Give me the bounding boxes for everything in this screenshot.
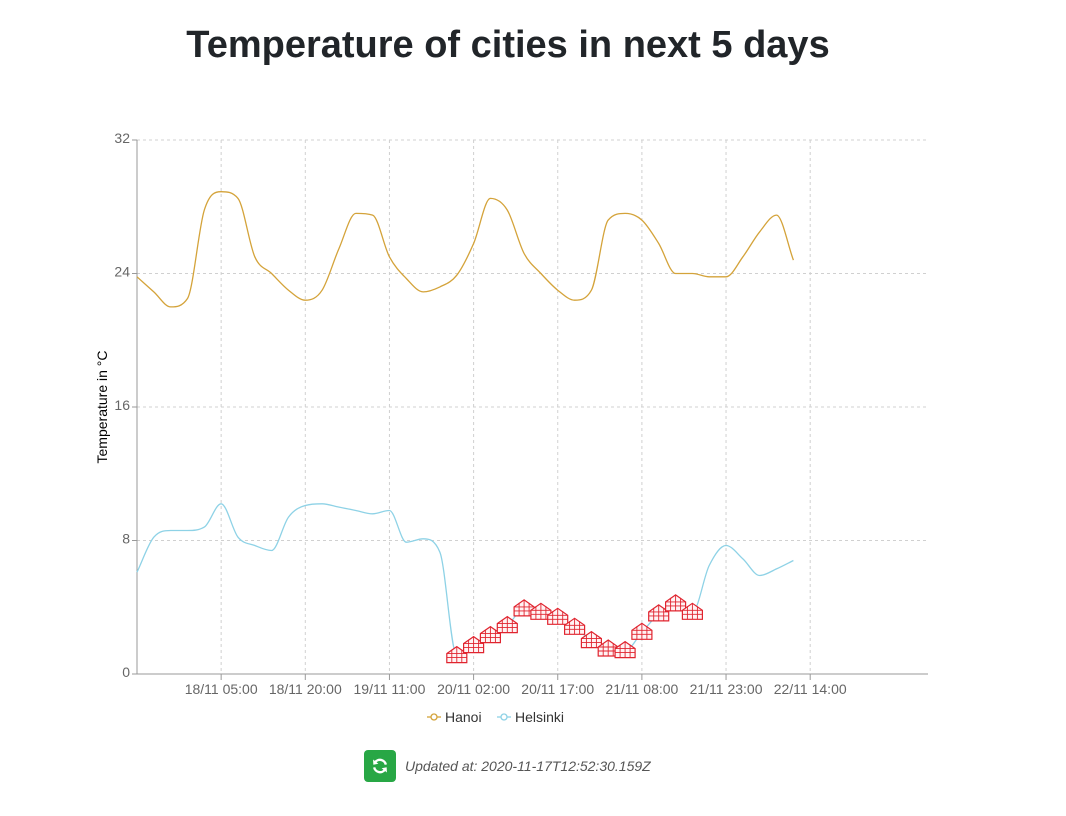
snow-marker-pattern: [564, 618, 585, 635]
refresh-button[interactable]: [364, 750, 396, 782]
x-tick-label: 20/11 02:00: [437, 681, 510, 697]
snow-marker-pattern: [514, 599, 535, 616]
snow-marker-pattern: [446, 646, 467, 663]
legend-marker: [500, 713, 508, 721]
snow-marker-pattern: [530, 603, 551, 620]
snowflake-icon: [446, 645, 468, 664]
snow-marker-pattern: [547, 608, 568, 625]
y-tick-label: 32: [114, 130, 130, 146]
chart-axes: 0 8 16 24 32 18/11 05:00 18/11 20:00 19/11 11:0…: [114, 130, 928, 697]
series-line-hanoi: [136, 191, 795, 308]
y-tick-label: 8: [122, 531, 130, 547]
grid-lines: [136, 139, 928, 675]
x-tick-label: 18/11 20:00: [269, 681, 342, 697]
series-line-helsinki: [136, 503, 794, 657]
page-title: Temperature of cities in next 5 days: [186, 24, 830, 66]
snowflake-icon: [614, 640, 636, 659]
snow-marker-pattern: [581, 631, 602, 648]
snow-marker-pattern: [682, 603, 703, 620]
snow-marker-pattern: [480, 626, 501, 643]
snowflake-icon: [664, 594, 687, 612]
snowflake-icon: [496, 615, 518, 634]
snow-marker-pattern: [463, 636, 484, 653]
snowflake-icon: [547, 607, 569, 625]
legend-item-helsinki[interactable]: Helsinki: [497, 709, 564, 725]
temperature-line-chart: 0 8 16 24 32 18/11 05:00 18/11 20:00 19/11 11:0…: [94, 130, 928, 725]
snowflake-icon: [463, 635, 485, 654]
updated-timestamp: Updated at: 2020-11-17T12:52:30.159Z: [405, 758, 651, 774]
y-axis-title: Temperature in °C: [94, 351, 110, 464]
x-tick-label: 21/11 08:00: [605, 681, 678, 697]
y-tick-label: 24: [114, 264, 130, 280]
x-tick-label: 21/11 23:00: [690, 681, 763, 697]
snow-marker-pattern: [598, 640, 619, 656]
legend-label: Hanoi: [445, 709, 482, 725]
update-footer: Updated at: 2020-11-17T12:52:30.159Z: [364, 750, 651, 782]
legend-item-hanoi[interactable]: Hanoi: [427, 709, 482, 725]
snow-marker-pattern: [648, 604, 669, 621]
snowflake-icon: [563, 617, 586, 635]
snow-marker-pattern: [665, 594, 686, 611]
series-layer: [136, 191, 795, 657]
x-tick-label: 20/11 17:00: [521, 681, 594, 697]
snow-marker-pattern: [615, 641, 636, 658]
snow-marker-pattern: [631, 623, 652, 640]
x-tick-label: 19/11 11:00: [354, 681, 426, 697]
y-tick-label: 0: [122, 664, 130, 680]
legend-marker: [430, 713, 438, 721]
snow-markers: [446, 594, 704, 664]
chart-legend[interactable]: Hanoi Helsinki: [427, 709, 564, 725]
legend-label: Helsinki: [515, 709, 564, 725]
snowflake-icon: [681, 602, 704, 620]
snowflake-icon: [580, 630, 603, 649]
snowflake-icon: [530, 602, 552, 620]
snowflake-icon: [479, 625, 501, 644]
snowflake-icon: [631, 622, 653, 640]
y-tick-label: 16: [114, 397, 130, 413]
refresh-icon: [373, 758, 387, 774]
snowflake-icon: [648, 604, 670, 622]
x-tick-label: 18/11 05:00: [185, 681, 258, 697]
snow-marker-pattern: [497, 616, 518, 633]
x-tick-label: 22/11 14:00: [774, 681, 847, 697]
